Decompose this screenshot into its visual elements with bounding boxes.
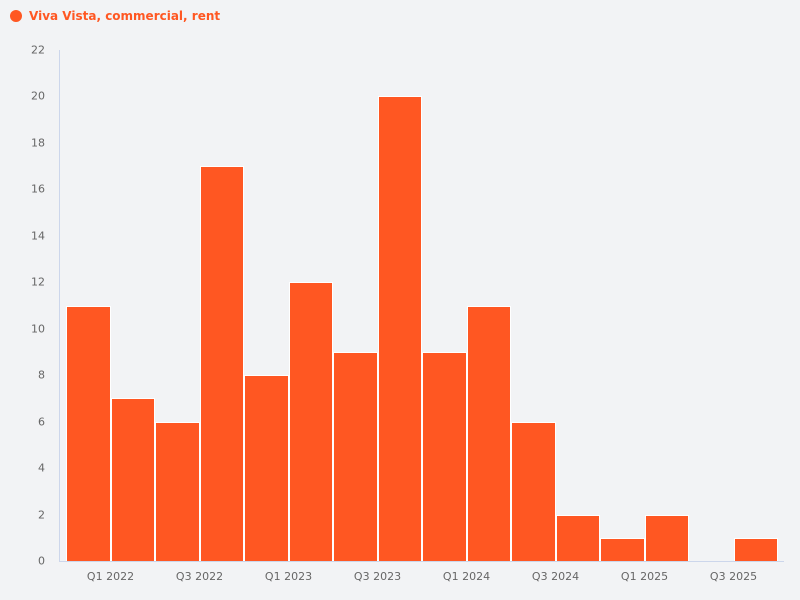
bar[interactable] [66,305,111,561]
y-tick-label: 4 [38,461,45,475]
bar[interactable] [511,421,556,561]
bar[interactable] [333,351,378,561]
legend-marker-icon [10,10,22,22]
y-tick-label: 6 [38,415,45,429]
bar[interactable] [555,514,600,561]
y-tick-label: 12 [31,275,45,289]
bar[interactable] [600,537,645,561]
x-tick-label: Q1 2025 [620,570,669,583]
bar[interactable] [377,96,422,561]
bar[interactable] [466,305,511,561]
x-tick-label: Q3 2024 [531,570,580,583]
bar[interactable] [733,537,778,561]
bar[interactable] [244,375,289,561]
bar[interactable] [199,166,244,561]
x-tick-label: Q3 2022 [175,570,224,583]
x-axis-line [59,561,784,562]
y-axis-line [59,50,60,562]
legend-label: Viva Vista, commercial, rent [29,9,221,23]
x-tick-label: Q3 2023 [353,570,402,583]
y-tick-label: 14 [31,229,45,243]
bar[interactable] [422,351,467,561]
y-tick-label: 18 [31,136,45,150]
y-tick-label: 10 [31,322,45,336]
x-tick-label: Q3 2025 [709,570,758,583]
y-tick-label: 0 [38,554,45,568]
y-tick-label: 8 [38,368,45,382]
legend-item[interactable]: Viva Vista, commercial, rent [10,9,220,23]
y-tick-label: 22 [31,43,45,57]
x-tick-label: Q1 2024 [442,570,491,583]
x-tick-label: Q1 2022 [86,570,135,583]
bar[interactable] [155,421,200,561]
bar[interactable] [644,514,689,561]
y-tick-label: 16 [31,182,45,196]
x-tick-label: Q1 2023 [264,570,313,583]
bar[interactable] [110,398,155,561]
y-tick-label: 20 [31,89,45,103]
y-tick-label: 2 [38,508,45,522]
bar[interactable] [288,282,333,561]
